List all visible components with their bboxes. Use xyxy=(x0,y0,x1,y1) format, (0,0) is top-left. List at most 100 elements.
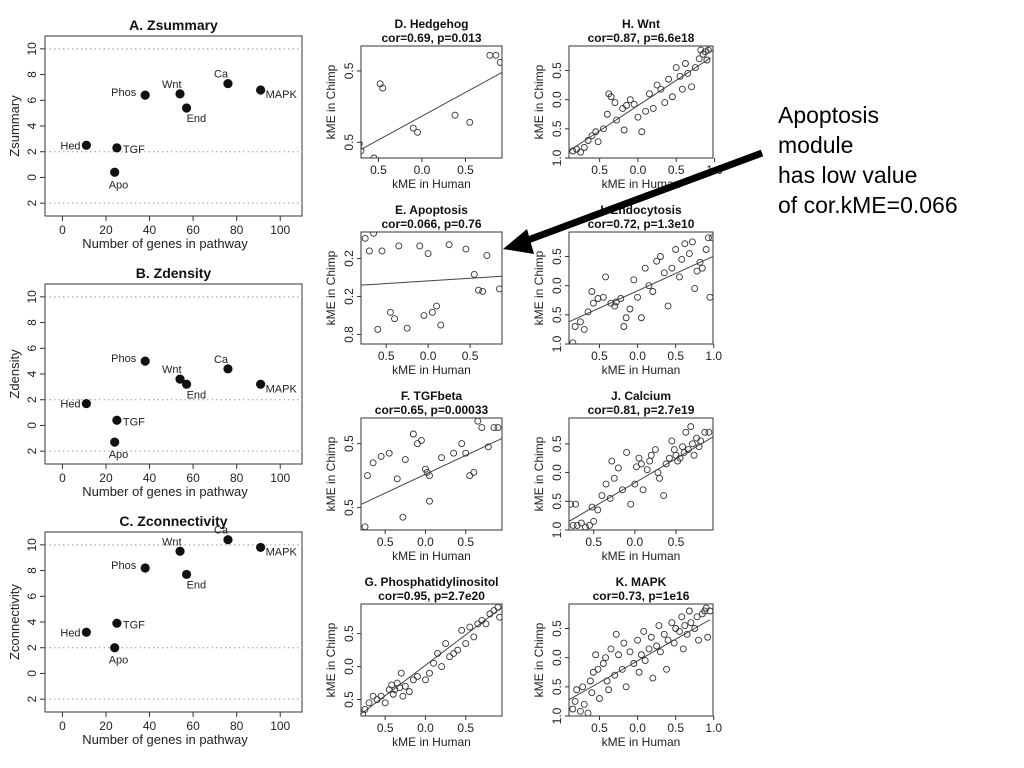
chart-subtitle: cor=0.87, p=6.6e18 xyxy=(588,31,695,45)
point-label: MAPK xyxy=(266,89,298,101)
data-point xyxy=(466,472,474,480)
data-point xyxy=(112,143,122,153)
data-point xyxy=(490,607,498,615)
data-point xyxy=(626,96,634,104)
y-tick-label: 0.5 xyxy=(550,620,564,637)
y-tick-label: 1.0 xyxy=(550,149,564,166)
x-tick-label: 0.5 xyxy=(457,721,474,735)
data-point xyxy=(637,460,645,468)
point-label: TGF xyxy=(123,619,145,631)
y-tick-label: 0.0 xyxy=(550,91,564,108)
data-point xyxy=(688,83,696,91)
data-point xyxy=(630,276,638,284)
data-point xyxy=(697,437,705,445)
data-point xyxy=(426,669,433,677)
data-point xyxy=(377,452,385,460)
data-point xyxy=(651,446,659,454)
data-point xyxy=(642,107,650,115)
data-point xyxy=(361,147,365,155)
y-tick-label: 8 xyxy=(25,319,39,326)
x-tick-label: 100 xyxy=(270,223,290,237)
data-point xyxy=(695,55,703,63)
point-label: End xyxy=(187,113,207,125)
data-point xyxy=(589,299,597,307)
x-tick-label: 0.5 xyxy=(377,535,394,549)
data-point xyxy=(405,688,413,696)
data-point xyxy=(393,475,401,483)
data-point xyxy=(478,617,486,624)
x-tick-label: 1.0 xyxy=(705,721,722,735)
x-tick-label: 0.0 xyxy=(629,349,646,363)
y-tick-label: 0.5 xyxy=(342,435,356,452)
data-point xyxy=(670,446,678,454)
data-point xyxy=(475,286,482,294)
x-tick-label: 0.0 xyxy=(417,535,434,549)
y-axis-label: kME in Chimp xyxy=(324,622,338,697)
regression-line xyxy=(569,57,711,152)
data-point xyxy=(584,308,592,316)
chart-subtitle: cor=0.65, p=0.00033 xyxy=(375,403,489,417)
plot-area xyxy=(361,51,502,158)
data-point xyxy=(670,639,678,647)
point-label: Wnt xyxy=(162,79,182,91)
data-point xyxy=(682,428,690,436)
y-tick-label: 0.5 xyxy=(342,134,356,151)
y-tick-label: 2 xyxy=(25,199,39,206)
y-tick-label: 2 xyxy=(25,148,39,155)
data-point xyxy=(369,692,377,700)
data-point xyxy=(613,116,620,124)
data-point xyxy=(704,46,712,54)
data-point xyxy=(416,242,424,250)
data-point xyxy=(470,633,478,641)
y-tick-label: 0.5 xyxy=(342,62,356,79)
data-point xyxy=(635,668,643,676)
data-point xyxy=(223,78,233,89)
data-point xyxy=(611,671,619,679)
x-tick-label: 0.0 xyxy=(414,163,431,177)
data-point xyxy=(645,645,653,653)
data-point xyxy=(466,118,474,126)
data-point xyxy=(668,264,676,272)
data-point xyxy=(643,466,651,474)
data-point xyxy=(684,69,692,77)
data-point xyxy=(594,295,602,302)
data-point xyxy=(656,648,664,656)
data-point xyxy=(450,449,458,457)
y-tick-label: 4 xyxy=(25,370,39,377)
y-axis-label: kME in Chimp xyxy=(324,250,338,325)
data-point xyxy=(647,633,655,641)
chart-title: C. Zconnectivity xyxy=(119,513,227,529)
data-point xyxy=(422,676,429,684)
x-tick-label: 0.5 xyxy=(462,349,479,363)
data-point xyxy=(679,443,687,451)
data-point xyxy=(385,449,393,457)
data-point xyxy=(486,51,494,59)
y-tick-label: 1.0 xyxy=(550,707,564,724)
data-point xyxy=(450,649,458,657)
x-axis-label: kME in Human xyxy=(392,549,471,563)
data-point xyxy=(668,437,676,445)
point-label: MAPK xyxy=(266,546,298,558)
data-point xyxy=(474,418,482,425)
data-point xyxy=(373,696,381,703)
data-point xyxy=(110,167,120,177)
regression-line xyxy=(361,438,502,505)
data-point xyxy=(592,651,600,659)
data-point xyxy=(626,305,634,313)
data-point xyxy=(576,318,584,326)
data-point xyxy=(602,654,610,662)
data-point xyxy=(699,50,707,58)
data-point xyxy=(646,457,654,465)
x-tick-label: 1.0 xyxy=(705,349,722,363)
y-tick-label: 0.0 xyxy=(550,277,564,294)
data-point xyxy=(586,521,594,529)
data-point xyxy=(420,312,428,319)
x-tick-label: 100 xyxy=(270,719,290,733)
data-point xyxy=(486,610,494,618)
data-point xyxy=(181,569,192,580)
data-point xyxy=(620,323,628,330)
chart-title: G. Phosphatidylinositol xyxy=(364,575,498,589)
data-point xyxy=(569,500,575,508)
x-axis-label: Number of genes in pathway xyxy=(82,236,248,251)
data-point xyxy=(634,113,642,121)
